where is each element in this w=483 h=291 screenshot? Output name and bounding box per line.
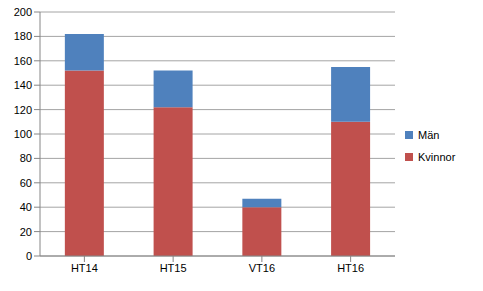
svg-text:60: 60 (20, 177, 32, 189)
svg-text:140: 140 (14, 79, 32, 91)
svg-text:HT15: HT15 (160, 262, 187, 274)
svg-text:20: 20 (20, 226, 32, 238)
svg-text:160: 160 (14, 55, 32, 67)
svg-text:120: 120 (14, 104, 32, 116)
svg-text:HT16: HT16 (337, 262, 364, 274)
svg-text:0: 0 (26, 250, 32, 262)
svg-text:HT14: HT14 (71, 262, 98, 274)
html-text:Kvinnor: Kvinnor (418, 150, 456, 163)
svg-text:180: 180 (14, 30, 32, 42)
html-text:Män: Män (418, 128, 440, 141)
svg-text:100: 100 (14, 128, 32, 140)
svg-text:40: 40 (20, 201, 32, 213)
svg-text:80: 80 (20, 152, 32, 164)
svg-text:200: 200 (14, 8, 32, 18)
svg-text:VT16: VT16 (249, 262, 275, 274)
